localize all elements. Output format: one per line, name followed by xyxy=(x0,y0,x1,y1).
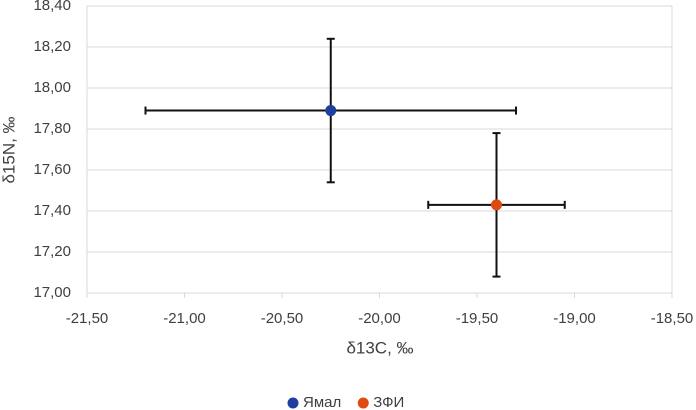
y-tick-label: 17,60 xyxy=(33,161,71,178)
point xyxy=(491,199,502,211)
y-tick-label: 18,20 xyxy=(33,38,71,55)
legend-marker xyxy=(357,397,369,409)
x-tick-label: -19,50 xyxy=(456,310,499,327)
y-tick-label: 17,00 xyxy=(33,284,71,301)
x-axis-label: δ13C, ‰ xyxy=(346,338,413,357)
y-tick-label: 17,20 xyxy=(33,243,71,260)
y-tick-label: 18,40 xyxy=(33,0,71,14)
legend-label: ЗФИ xyxy=(373,394,404,410)
x-tick-label: -18,50 xyxy=(651,310,694,327)
x-tick-label: -20,00 xyxy=(358,310,401,327)
y-axis-label: δ15N, ‰ xyxy=(0,116,18,183)
x-tick-label: -21,00 xyxy=(163,310,206,327)
point xyxy=(325,105,337,117)
x-tick-label: -20,50 xyxy=(261,310,304,327)
plot-border xyxy=(86,5,673,294)
y-tick-label: 18,00 xyxy=(33,79,71,96)
legend-marker xyxy=(287,397,299,409)
x-tick-label: -19,00 xyxy=(553,310,596,327)
x-tick-label: -21,50 xyxy=(66,310,109,327)
y-tick-label: 17,40 xyxy=(33,202,71,219)
y-tick-label: 17,80 xyxy=(33,120,71,137)
legend-label: Ямал xyxy=(303,394,341,410)
